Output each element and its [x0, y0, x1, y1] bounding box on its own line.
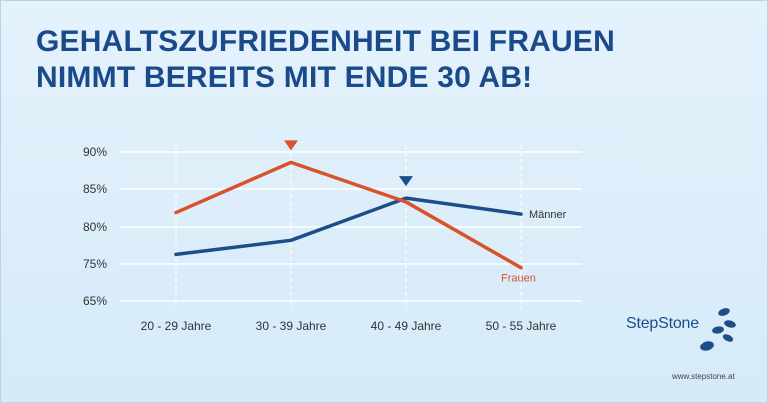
y-tick-label: 85%	[83, 182, 107, 196]
y-tick-label: 90%	[83, 145, 107, 159]
y-tick-label: 80%	[83, 220, 107, 234]
headline-line-1: GEHALTSZUFRIEDENHEIT BEI FRAUEN	[36, 25, 615, 58]
series-label-frauen: Frauen	[501, 273, 536, 285]
headline: GEHALTSZUFRIEDENHEIT BEI FRAUEN NIMMT BE…	[36, 24, 615, 96]
y-tick-label: 75%	[83, 257, 107, 271]
gridlines	[120, 145, 582, 308]
peak-marker-maenner	[399, 176, 413, 187]
series-line-maenner	[174, 196, 523, 257]
series-label-maenner: Männer	[529, 209, 567, 221]
peak-marker-frauen	[284, 140, 298, 151]
y-axis-ticks: 65% 75% 80% 85% 90%	[83, 145, 107, 308]
stones-icon	[700, 308, 736, 351]
x-tick-label: 20 - 29 Jahre	[141, 319, 212, 333]
series-line-frauen	[174, 160, 523, 270]
stepstone-logo: StepStone	[626, 302, 746, 362]
x-axis-ticks: 20 - 29 Jahre 30 - 39 Jahre 40 - 49 Jahre 5…	[141, 319, 557, 333]
brand-name: StepStone	[626, 315, 699, 332]
brand-url: www.stepstone.at	[672, 372, 735, 381]
x-tick-label: 40 - 49 Jahre	[371, 319, 442, 333]
x-tick-label: 50 - 55 Jahre	[486, 319, 557, 333]
headline-line-2: NIMMT BEREITS MIT ENDE 30 AB!	[36, 61, 533, 94]
y-tick-label: 65%	[83, 294, 107, 308]
x-tick-label: 30 - 39 Jahre	[256, 319, 327, 333]
series-lines: Männer Frauen	[174, 140, 567, 285]
